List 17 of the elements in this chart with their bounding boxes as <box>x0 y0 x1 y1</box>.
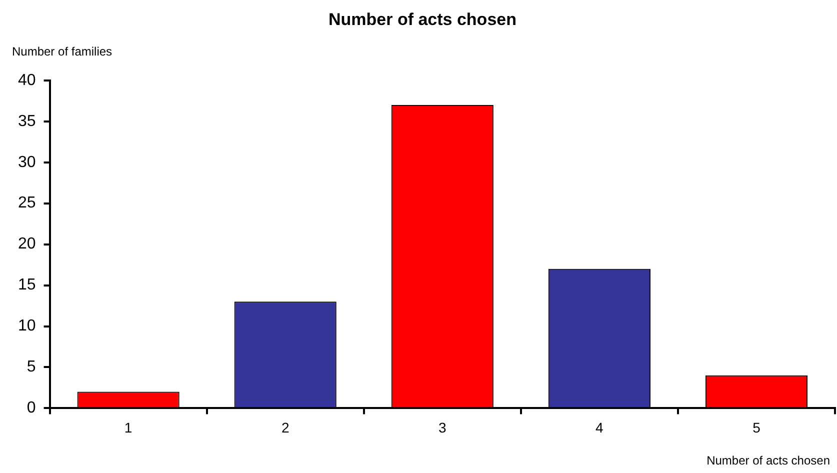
x-tick-label: 3 <box>438 419 446 436</box>
y-tick-label: 15 <box>18 276 36 294</box>
x-axis-title: Number of acts chosen <box>706 453 830 468</box>
y-tick-label: 30 <box>18 154 36 171</box>
x-tick-label: 1 <box>124 419 132 436</box>
x-tick-label: 2 <box>281 419 290 436</box>
y-tick-label: 25 <box>18 194 36 212</box>
y-tick-label: 5 <box>26 358 36 376</box>
x-tick-label: 4 <box>596 419 604 436</box>
y-tick-label: 20 <box>18 236 36 253</box>
x-tick-label: 5 <box>752 419 761 436</box>
chart-title: Number of acts chosen <box>328 10 516 29</box>
y-axis-title: Number of families <box>12 44 112 59</box>
y-tick-label: 35 <box>18 112 36 130</box>
y-tick-label: 40 <box>18 72 36 89</box>
y-tick-label: 0 <box>26 400 36 417</box>
y-tick-label: 10 <box>18 318 36 335</box>
